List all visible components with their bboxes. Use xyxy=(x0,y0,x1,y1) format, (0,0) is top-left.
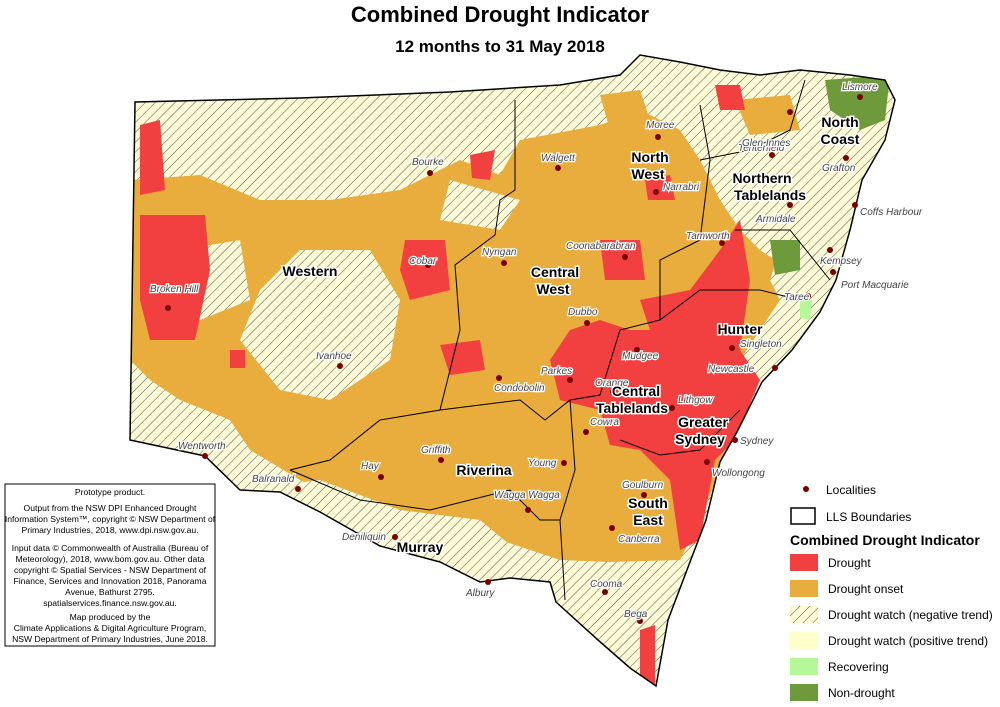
legend-label: Drought onset xyxy=(828,582,904,596)
locality-label: Hay xyxy=(361,461,380,472)
legend-label: Drought watch (negative trend) xyxy=(828,608,993,622)
locality-label: Wagga Wagga xyxy=(494,490,560,501)
note-line: NSW Department of Primary Industries, Ju… xyxy=(12,634,208,644)
locality-label: Cowra xyxy=(590,417,619,428)
locality-label: Coonabarabran xyxy=(566,241,636,252)
region-label: East xyxy=(633,512,663,528)
locality-label: Balranald xyxy=(252,474,295,485)
legend-label: LLS Boundaries xyxy=(826,510,911,524)
note-line: Finance, Services and Innovation 2018, P… xyxy=(13,576,206,586)
subtitle: 12 months to 31 May 2018 xyxy=(395,37,605,56)
note-box: Prototype product. Output from the NSW D… xyxy=(4,483,216,647)
region-label: Riverina xyxy=(456,462,511,478)
locality-label: Newcastle xyxy=(708,364,755,375)
lls-boundaries xyxy=(289,79,831,601)
region-labels: Western North West Central West Northern… xyxy=(281,113,861,557)
region-label: Northern xyxy=(732,170,791,186)
locality-label: Canberra xyxy=(618,534,660,545)
locality-label: Parkes xyxy=(541,366,572,377)
locality-label: Wollongong xyxy=(712,468,765,479)
region-label: Central xyxy=(612,383,660,399)
map-fill xyxy=(130,55,895,686)
legend-label: Recovering xyxy=(828,660,889,674)
region-label: Hunter xyxy=(717,321,763,337)
note-line: Primary Industries, 2018, www.dpi.nsw.go… xyxy=(21,525,198,535)
region-label: West xyxy=(631,166,665,182)
locality-label: Nyngan xyxy=(482,247,517,258)
region-label: Tablelands xyxy=(596,400,668,416)
legend-label: Non-drought xyxy=(828,686,895,700)
locality-label: Broken Hill xyxy=(150,284,199,295)
region-label: Sydney xyxy=(675,431,725,447)
locality-labels: Moree Bourke Walgett Narrabri Tenterfiel… xyxy=(149,81,924,622)
locality-label: Ivanhoe xyxy=(316,351,352,362)
locality-label: Lithgow xyxy=(678,395,713,406)
note-line: Avenue, Bathurst 2795. xyxy=(65,587,155,597)
locality-label: Condobolin xyxy=(494,383,545,394)
note-line: Climate Applications & Digital Agricultu… xyxy=(14,623,207,633)
legend-title: Combined Drought Indicator xyxy=(790,532,980,548)
locality-label: Orange xyxy=(595,378,629,389)
locality-label: Walgett xyxy=(541,153,576,164)
locality-label: Taree xyxy=(784,292,810,303)
locality-label: Kempsey xyxy=(820,256,863,267)
legend-label: Drought xyxy=(828,556,871,570)
legend: Localities LLS Boundaries Combined Droug… xyxy=(790,483,993,701)
locality-label: Cooma xyxy=(590,579,623,590)
locality-label: Coffs Harbour xyxy=(860,207,923,218)
region-label: Western xyxy=(283,263,338,279)
legend-label: Drought watch (positive trend) xyxy=(828,634,988,648)
region-label: Coast xyxy=(821,131,860,147)
locality-label: Lismore xyxy=(842,82,878,93)
note-line: Prototype product. xyxy=(75,487,145,497)
locality-label: Wentworth xyxy=(178,441,226,452)
region-label: Greater xyxy=(678,414,728,430)
locality-label: Moree xyxy=(646,120,675,131)
note-line: spatialservices.finance.nsw.gov.au. xyxy=(43,598,177,608)
region-label: South xyxy=(628,495,668,511)
title: Combined Drought Indicator xyxy=(351,2,650,27)
locality-label: Goulburn xyxy=(622,480,664,491)
locality-label: Griffith xyxy=(421,445,451,456)
locality-label: Narrabri xyxy=(663,182,700,193)
note-line: Meteorology), 2018, www.bom.gov.au. Othe… xyxy=(15,554,204,564)
region-label: Central xyxy=(531,264,579,280)
locality-label: Deniliquin xyxy=(342,532,386,543)
region-label: North xyxy=(631,149,668,165)
locality-label: Bega xyxy=(624,609,648,620)
locality-label: Grafton xyxy=(822,163,856,174)
locality-dots xyxy=(165,94,863,624)
locality-label: Singleton xyxy=(740,339,782,350)
locality-label: Sydney xyxy=(740,436,774,447)
locality-label: Young xyxy=(528,458,557,469)
locality-label: Tenterfield xyxy=(738,143,785,154)
region-label: Tablelands xyxy=(734,187,806,203)
locality-label: Albury xyxy=(465,588,495,599)
locality-label: Bourke xyxy=(412,157,444,168)
locality-label: Port Macquarie xyxy=(841,280,909,291)
locality-label: Glen Innes xyxy=(742,138,790,149)
locality-label: Armidale xyxy=(755,214,796,225)
note-line: Information System™, copyright © NSW Dep… xyxy=(5,514,216,524)
note-line: Map produced by the xyxy=(70,612,151,622)
locality-label: Mudgee xyxy=(622,351,659,362)
note-line: Input data © Commonwealth of Australia (… xyxy=(12,543,209,553)
locality-label: Tamworth xyxy=(686,231,730,242)
note-line: Output from the NSW DPI Enhanced Drought xyxy=(24,503,198,513)
note-line: copyright © Spatial Services - NSW Depar… xyxy=(14,565,207,575)
region-label: North xyxy=(821,114,858,130)
region-label: West xyxy=(536,281,570,297)
locality-label: Dubbo xyxy=(568,307,598,318)
legend-label: Localities xyxy=(826,483,876,497)
locality-label: Cobar xyxy=(409,256,437,267)
region-label: Murray xyxy=(397,539,444,555)
